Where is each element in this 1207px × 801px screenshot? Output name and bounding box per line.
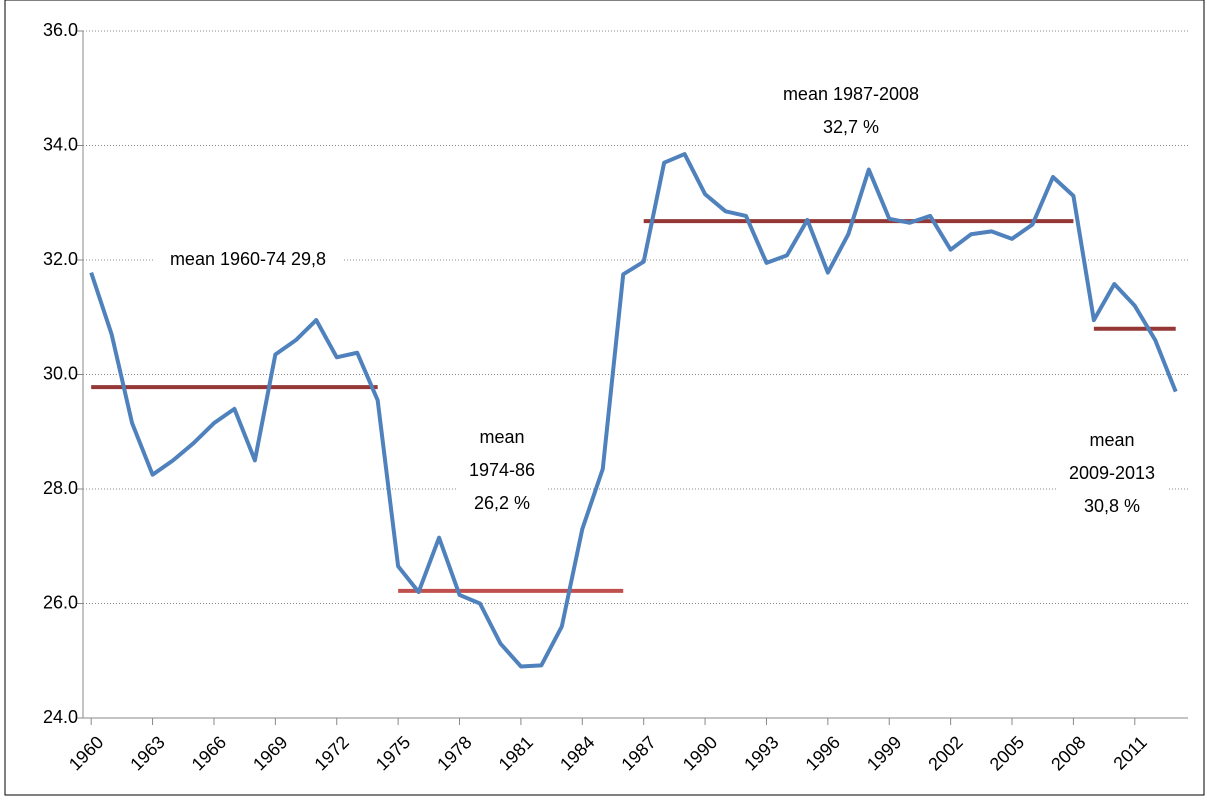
x-tick-label: 2011 <box>1109 732 1151 774</box>
annotation-text: 1974-86 <box>469 460 535 480</box>
x-tick-label: 2008 <box>1047 732 1089 774</box>
x-tick-label: 1996 <box>802 732 844 774</box>
x-tick-label: 1972 <box>310 732 352 774</box>
annotation-bg <box>1057 425 1167 524</box>
y-tick-label: 36.0 <box>43 20 78 40</box>
annotation-text: mean 1987-2008 <box>783 84 919 104</box>
y-tick-label: 34.0 <box>43 134 78 154</box>
data-line <box>89 152 1178 669</box>
chart-border <box>4 0 1205 796</box>
annotation: mean 2009-2013 30,8 % <box>1057 425 1167 524</box>
annotation-text: 2009-2013 <box>1069 463 1155 483</box>
x-tick-label: 1978 <box>433 732 475 774</box>
annotation-text: 26,2 % <box>474 493 530 513</box>
x-tick-label: 1966 <box>188 732 230 774</box>
annotation-text: mean 1960-74 29,8 <box>170 249 326 269</box>
x-tick-label: 1969 <box>249 732 291 774</box>
x-tick-label: 2005 <box>986 732 1028 774</box>
annotation-text: 30,8 % <box>1084 496 1140 516</box>
x-tick-label: 1993 <box>740 732 782 774</box>
y-tick-label: 30.0 <box>43 363 78 383</box>
annotation-bg <box>153 244 343 277</box>
annotation: mean 1960-74 29,8 <box>153 244 343 277</box>
annotation-text: mean <box>1089 430 1134 450</box>
x-tick-label: 2002 <box>924 732 966 774</box>
x-tick-label: 1990 <box>679 732 721 774</box>
annotation: mean 1987-2008 32,7 % <box>771 79 931 145</box>
annotation-bg <box>457 422 547 521</box>
y-tick-label: 28.0 <box>43 478 78 498</box>
annotation-bg <box>771 79 931 145</box>
x-tick-label: 1975 <box>372 732 414 774</box>
y-tick-label: 26.0 <box>43 592 78 612</box>
x-tick-label: 1987 <box>617 732 659 774</box>
annotation-text: mean <box>479 427 524 447</box>
x-tick-label: 1960 <box>65 732 107 774</box>
x-tick-label: 1999 <box>863 732 905 774</box>
x-tick-label: 1984 <box>556 732 598 774</box>
x-tick-label: 1981 <box>495 732 537 774</box>
x-tick-label: 1963 <box>126 732 168 774</box>
y-tick-label: 32.0 <box>43 249 78 269</box>
y-tick-label: 24.0 <box>43 707 78 727</box>
annotation: mean 1974-86 26,2 % <box>457 422 547 521</box>
annotation-text: 32,7 % <box>823 117 879 137</box>
